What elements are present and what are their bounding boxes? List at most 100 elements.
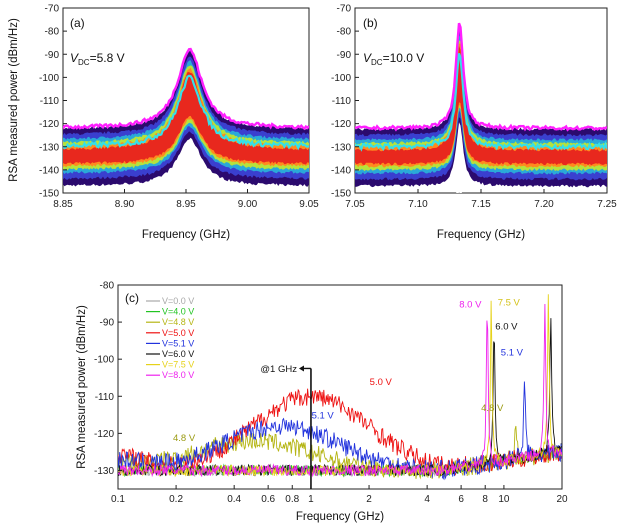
heat-dot bbox=[192, 180, 195, 183]
panel-b-vdc-annotation: VDC=10.0 V bbox=[363, 51, 424, 67]
heat-dot bbox=[460, 174, 462, 177]
heat-dot bbox=[182, 177, 185, 179]
heat-mean-trace bbox=[63, 74, 309, 151]
y-tick-label: -80 bbox=[100, 281, 115, 292]
heat-dot bbox=[188, 175, 191, 178]
marker-arrow-head bbox=[298, 365, 304, 372]
y-tick-label: -150 bbox=[39, 189, 59, 200]
x-tick-label: 7.15 bbox=[471, 199, 491, 210]
legend-label-5: V=6.0 V bbox=[162, 349, 194, 359]
heat-dot bbox=[191, 174, 194, 177]
heat-dot bbox=[181, 180, 184, 183]
heat-dot bbox=[183, 167, 186, 170]
y-tick-label: -150 bbox=[331, 189, 351, 200]
heat-dot bbox=[456, 189, 459, 191]
y-tick-label: -90 bbox=[100, 318, 115, 329]
y-tick-label: -110 bbox=[40, 96, 60, 107]
heat-dot bbox=[188, 167, 191, 170]
panel-c-lines bbox=[118, 294, 562, 481]
heat-dot bbox=[459, 169, 462, 172]
y-tick-label: -80 bbox=[337, 27, 352, 38]
legend-label-1: V=4.0 V bbox=[162, 307, 194, 317]
x-tick-label: 0.1 bbox=[111, 494, 125, 505]
heat-band-5 bbox=[355, 46, 607, 166]
heat-dot bbox=[186, 179, 188, 182]
heat-dot bbox=[460, 170, 463, 172]
panel-b-xlabel: Frequency (GHz) bbox=[437, 229, 525, 241]
heat-band-2 bbox=[355, 35, 607, 175]
heat-dot bbox=[458, 170, 461, 173]
heat-dot bbox=[459, 177, 461, 180]
y-tick-label: -130 bbox=[94, 466, 114, 477]
heat-dot bbox=[186, 187, 189, 190]
heat-dot bbox=[457, 181, 460, 183]
heat-dot bbox=[194, 184, 197, 187]
y-tick-label: -120 bbox=[39, 119, 59, 130]
legend-label-4: V=5.1 V bbox=[162, 338, 194, 348]
heat-dot bbox=[194, 181, 196, 184]
heat-dot bbox=[191, 173, 194, 176]
panel-a-ticks: 8.85 8.90 8.95 9.00 9.05 -70 -80 -90 -100 -110 -12… bbox=[39, 4, 319, 211]
heat-dot bbox=[456, 187, 458, 189]
legend-label-0: V=0.0 V bbox=[162, 296, 194, 306]
panel-c: 0.1 0.2 0.4 0.6 0.8 1 2 4 6 8 10 20 -80 -90 -100 -110 -1… bbox=[76, 281, 568, 524]
heat-dot bbox=[460, 188, 462, 191]
x-tick-label: 0.6 bbox=[261, 494, 275, 505]
heat-dot bbox=[185, 166, 188, 169]
x-tick-label: 8.85 bbox=[53, 199, 73, 210]
heat-dot bbox=[460, 181, 463, 184]
panel-c-label: (c) bbox=[125, 291, 139, 305]
series-line-4 bbox=[118, 381, 562, 481]
heat-dot bbox=[189, 189, 191, 192]
heat-dot bbox=[460, 179, 463, 182]
series-annotation-5: 5.1 V bbox=[312, 411, 335, 422]
y-tick-label: -140 bbox=[331, 165, 351, 176]
y-tick-label: -120 bbox=[331, 119, 351, 130]
x-tick-label: 6 bbox=[458, 494, 464, 505]
x-tick-label: 4 bbox=[424, 494, 430, 505]
heat-band-5 bbox=[63, 72, 309, 165]
heat-max-envelope bbox=[63, 47, 309, 131]
panel-c-1ghz-marker: @1 GHz bbox=[260, 364, 312, 489]
panel-c-ylabel: RSA measured power (dBm/Hz) bbox=[76, 305, 88, 469]
y-tick-label: -100 bbox=[331, 73, 351, 84]
y-tick-label: -110 bbox=[332, 96, 352, 107]
heat-mean-trace bbox=[355, 53, 607, 152]
x-tick-label: 7.20 bbox=[534, 199, 554, 210]
x-tick-label: 0.8 bbox=[285, 494, 299, 505]
x-tick-label: 20 bbox=[556, 494, 568, 505]
panel-a-ylabel: RSA measured power (dBm/Hz) bbox=[8, 18, 20, 182]
panel-c-legend: V=0.0 VV=4.0 VV=4.8 VV=5.0 VV=5.1 VV=6.0… bbox=[146, 296, 194, 380]
y-tick-label: -100 bbox=[39, 73, 59, 84]
y-tick-label: -130 bbox=[39, 142, 59, 153]
x-tick-label: 7.05 bbox=[345, 199, 365, 210]
panel-b-label: (b) bbox=[363, 16, 378, 30]
panel-b-ticks: 7.05 7.10 7.15 7.20 7.25 -70 -80 -90 -100 -110 -12… bbox=[331, 4, 617, 211]
heat-dot bbox=[460, 172, 463, 175]
heat-dot bbox=[195, 166, 197, 169]
legend-label-2: V=4.8 V bbox=[162, 317, 194, 327]
x-tick-label: 8.95 bbox=[176, 199, 196, 210]
panel-a-xlabel: Frequency (GHz) bbox=[142, 229, 230, 241]
heat-dot bbox=[459, 184, 462, 186]
heat-dot bbox=[457, 179, 459, 182]
heat-dot bbox=[190, 190, 193, 193]
heat-dot bbox=[182, 170, 184, 172]
x-tick-label: 7.10 bbox=[408, 199, 428, 210]
y-tick-label: -70 bbox=[45, 4, 60, 15]
heat-dot bbox=[183, 170, 186, 173]
y-tick-label: -90 bbox=[337, 50, 352, 61]
heat-dot bbox=[185, 176, 188, 179]
panel-a-heatmap bbox=[63, 47, 309, 193]
heat-dot bbox=[193, 187, 196, 189]
series-annotation-1: 7.5 V bbox=[498, 297, 521, 308]
heat-dot bbox=[188, 177, 191, 180]
panel-a: 8.85 8.90 8.95 9.00 9.05 -70 -80 -90 -100 -110 -12… bbox=[8, 4, 319, 242]
heat-max-envelope bbox=[355, 22, 607, 132]
y-tick-label: -140 bbox=[39, 165, 59, 176]
x-tick-label: 1 bbox=[308, 494, 314, 505]
heat-dot bbox=[460, 176, 463, 179]
x-tick-label: 0.2 bbox=[169, 494, 183, 505]
legend-label-7: V=8.0 V bbox=[162, 370, 194, 380]
x-tick-label: 8.90 bbox=[115, 199, 135, 210]
